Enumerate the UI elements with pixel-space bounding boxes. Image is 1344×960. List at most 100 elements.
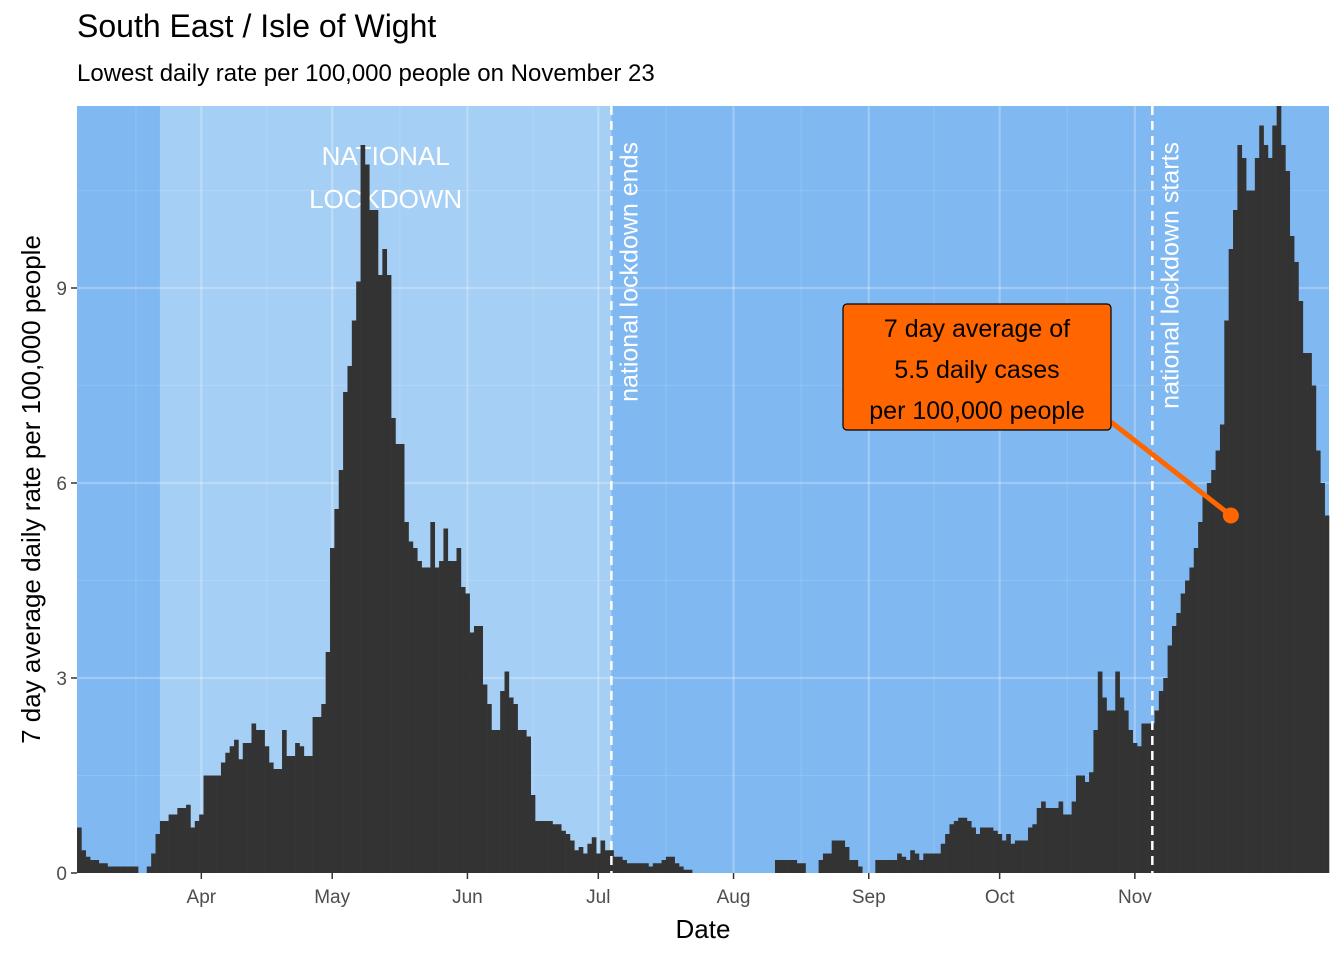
bar: [1298, 301, 1304, 873]
bar: [504, 671, 510, 873]
bar: [644, 863, 649, 873]
bar: [1106, 710, 1112, 873]
bar: [836, 840, 841, 873]
bar: [1237, 145, 1243, 873]
bar: [879, 860, 885, 873]
bar: [569, 840, 575, 873]
bar: [469, 632, 475, 873]
bar: [1250, 190, 1256, 873]
bar: [1049, 808, 1055, 873]
bar: [1019, 840, 1024, 873]
bar: [1267, 158, 1273, 873]
x-tick-label: Sep: [852, 887, 886, 908]
bar: [513, 704, 518, 873]
bar: [251, 723, 257, 873]
bar: [1110, 710, 1116, 873]
bar: [857, 866, 863, 873]
bar: [1093, 730, 1099, 873]
bar: [626, 863, 632, 873]
bar: [932, 853, 937, 873]
bar: [264, 746, 270, 873]
bar: [1224, 320, 1229, 873]
bar: [849, 860, 854, 873]
bar: [1010, 843, 1016, 873]
bar: [220, 762, 226, 873]
bar: [1080, 775, 1086, 873]
bar: [818, 860, 824, 873]
lockdown-starts-label: national lockdown starts: [1156, 142, 1184, 409]
bar: [792, 860, 798, 873]
bar: [1215, 450, 1221, 873]
bar: [971, 827, 976, 873]
bar: [840, 840, 846, 873]
bar: [940, 843, 946, 873]
bar: [277, 769, 283, 873]
bar: [1145, 723, 1151, 873]
bar: [543, 821, 549, 873]
annotation-connector: [1109, 420, 1233, 518]
bar: [159, 821, 165, 873]
bar: [1233, 210, 1238, 873]
bar: [966, 821, 972, 873]
bar: [578, 847, 584, 873]
bar: [473, 626, 479, 873]
bar: [1311, 385, 1317, 873]
bar: [897, 853, 902, 873]
bar: [286, 756, 292, 873]
chart-subtitle: Lowest daily rate per 100,000 people on …: [77, 60, 655, 87]
bar: [430, 522, 436, 873]
bar: [395, 444, 401, 873]
bar: [827, 853, 832, 873]
bar: [997, 834, 1003, 873]
bar: [1241, 158, 1247, 873]
bar: [90, 860, 95, 873]
bar: [439, 561, 444, 873]
bar: [822, 853, 828, 873]
bar: [1246, 190, 1251, 873]
bar: [1141, 723, 1147, 873]
x-axis: Apr May Jun Jul Aug Sep Oct Nov: [187, 873, 1152, 908]
bar: [146, 866, 152, 873]
bar: [447, 561, 453, 873]
bar: [434, 567, 440, 873]
bar: [194, 821, 200, 873]
annotation-line-2: 5.5 daily cases: [894, 356, 1059, 384]
bar: [190, 827, 196, 873]
bar: [242, 743, 248, 873]
bar: [399, 444, 405, 873]
bar: [1180, 593, 1186, 873]
bar: [661, 860, 667, 873]
bar: [229, 746, 235, 873]
bar: [1102, 697, 1107, 873]
bar: [391, 418, 396, 873]
bar: [103, 863, 108, 873]
bar: [212, 775, 217, 873]
bar: [927, 853, 933, 873]
annotation-box: [842, 303, 1112, 431]
bar: [268, 762, 274, 873]
bar: [111, 866, 117, 873]
bar: [652, 863, 658, 873]
bar: [369, 210, 374, 873]
bar: [1137, 746, 1142, 873]
y-tick-label: 3: [56, 669, 67, 690]
bar: [1027, 827, 1033, 873]
bar: [984, 827, 990, 873]
bar: [905, 860, 911, 873]
bar: [1263, 145, 1269, 873]
bar: [443, 528, 449, 873]
lockdown-label-line-1: NATIONAL: [322, 141, 450, 171]
bar: [356, 281, 361, 873]
bar: [888, 860, 894, 873]
y-axis: 0 3 6 9: [56, 279, 77, 885]
bar: [508, 697, 514, 873]
bar: [77, 827, 82, 873]
bar: [980, 827, 985, 873]
bar: [914, 853, 920, 873]
bar: [216, 775, 222, 873]
bar: [225, 752, 230, 873]
bar: [1071, 801, 1077, 873]
bar: [255, 730, 261, 873]
bar: [360, 145, 366, 873]
